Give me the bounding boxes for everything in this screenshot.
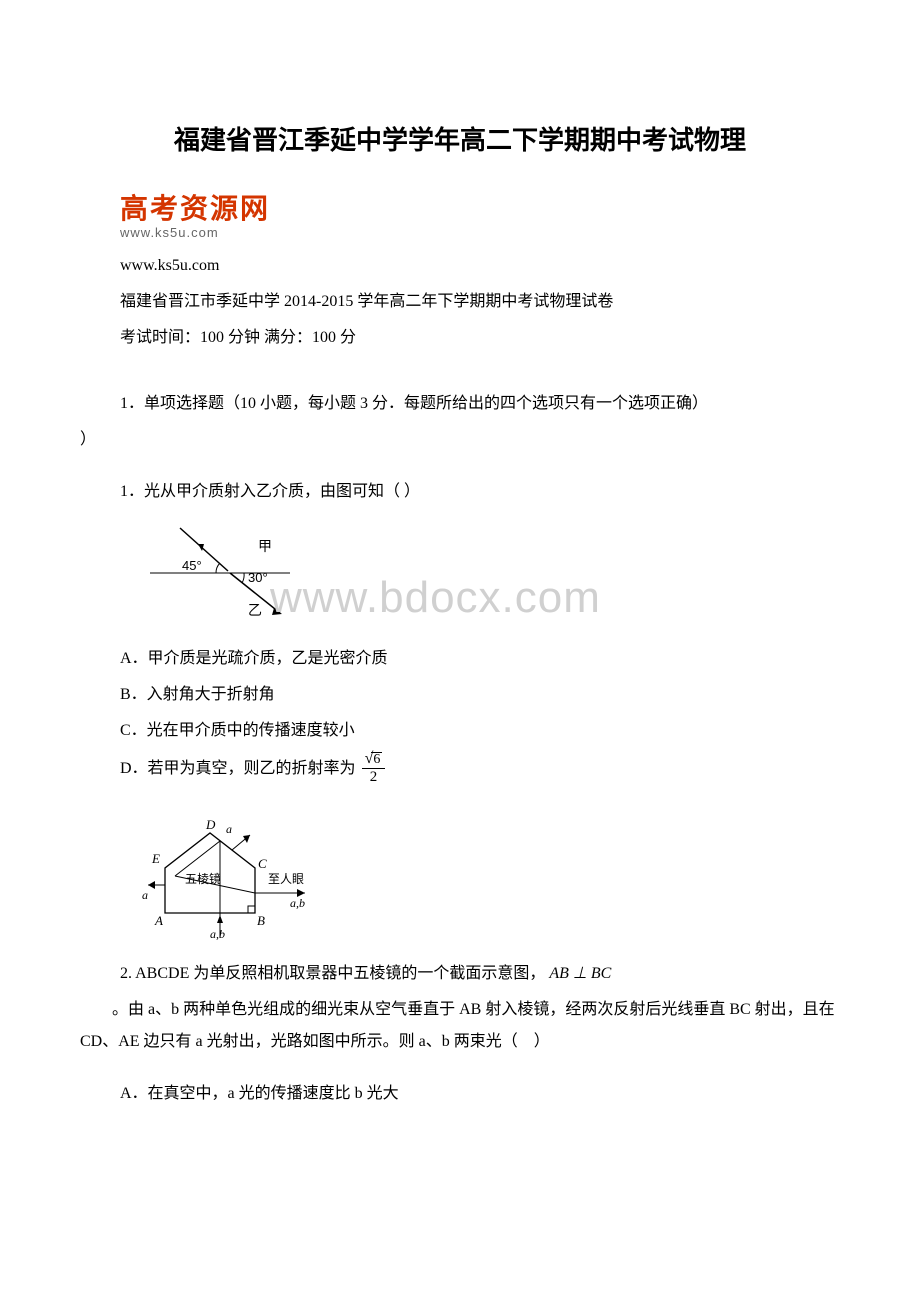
q1-frac-den: 2 [370, 769, 378, 785]
q2-stem-part1: 2. ABCDE 为单反照相机取景器中五棱镜的一个截面示意图， [120, 965, 545, 982]
q1-diagram: 甲 45° 30° 乙 www.bdocx.com [140, 518, 840, 633]
q1-angle-30: 30° [248, 570, 268, 585]
q1-option-b: B．入射角大于折射角 [120, 679, 840, 711]
refraction-diagram-svg [140, 518, 340, 628]
svg-text:至人眼: 至人眼 [268, 872, 304, 886]
q1-label-top: 甲 [258, 536, 272, 556]
section-heading-text: 1．单项选择题（10 小题，每小题 3 分．每题所给出的四个选项只有一个选项正确… [120, 395, 708, 412]
q2-stem-part2: 。由 a、b 两种单色光组成的细光束从空气垂直于 AB 射入棱镜，经两次反射后光… [80, 994, 840, 1058]
logo-text: 高考资源网 [120, 187, 840, 227]
q2-diagram: D a E C 五棱镜 至人眼 a A B a,b a,b [140, 813, 840, 948]
svg-text:a,b: a,b [290, 896, 305, 910]
exam-info-text: 考试时间：100 分钟 满分：100 分 [120, 322, 840, 354]
page-title: 福建省晋江季延中学学年高二下学期期中考试物理 [80, 120, 840, 157]
q2-stem-line1: 2. ABCDE 为单反照相机取景器中五棱镜的一个截面示意图， AB ⊥ BC [120, 958, 840, 990]
q1-stem: 1．光从甲介质射入乙介质，由图可知（ ） [120, 476, 840, 508]
svg-text:E: E [151, 851, 160, 866]
q2-option-a: A．在真空中，a 光的传播速度比 b 光大 [120, 1078, 840, 1110]
q1-angle-45: 45° [182, 558, 202, 573]
q1-option-d-prefix: D．若甲为真空，则乙的折射率为 [120, 753, 356, 785]
logo-url: www.ks5u.com [120, 225, 840, 240]
logo-block: 高考资源网 www.ks5u.com [120, 187, 840, 240]
section-heading: 1．单项选择题（10 小题，每小题 3 分．每题所给出的四个选项只有一个选项正确… [120, 388, 840, 420]
q1-frac-num: 6 [371, 752, 382, 767]
svg-text:D: D [205, 817, 216, 832]
q1-option-d: D．若甲为真空，则乙的折射率为 √6 2 [120, 751, 840, 787]
pentaprism-svg: D a E C 五棱镜 至人眼 a A B a,b a,b [140, 813, 340, 943]
svg-text:a,b: a,b [210, 927, 225, 941]
svg-text:五棱镜: 五棱镜 [185, 871, 221, 886]
section-heading-tail: ） [80, 424, 840, 456]
svg-text:C: C [258, 856, 267, 871]
q1-option-a: A．甲介质是光疏介质，乙是光密介质 [120, 643, 840, 675]
subtitle-text: 福建省晋江市季延中学 2014-2015 学年高二年下学期期中考试物理试卷 [120, 286, 840, 318]
svg-text:B: B [257, 913, 265, 928]
q1-label-bottom: 乙 [248, 600, 262, 620]
q1-option-d-fraction: √6 2 [362, 751, 386, 785]
svg-text:a: a [226, 822, 232, 836]
q2-stem-math: AB ⊥ BC [549, 965, 611, 982]
svg-text:A: A [154, 913, 163, 928]
svg-text:a: a [142, 888, 148, 902]
site-url-text: www.ks5u.com [120, 250, 840, 282]
q1-option-c: C．光在甲介质中的传播速度较小 [120, 715, 840, 747]
